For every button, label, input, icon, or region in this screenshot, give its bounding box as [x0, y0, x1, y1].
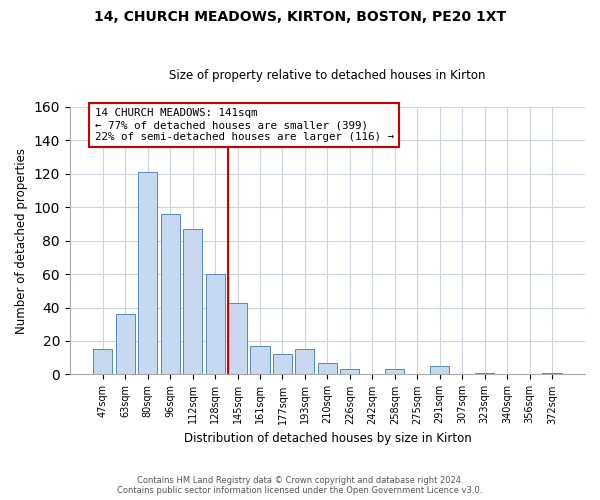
Y-axis label: Number of detached properties: Number of detached properties [15, 148, 28, 334]
Bar [475, 373, 494, 374]
Text: 14 CHURCH MEADOWS: 141sqm
← 77% of detached houses are smaller (399)
22% of semi: 14 CHURCH MEADOWS: 141sqm ← 77% of detac… [95, 108, 394, 142]
Bar [250, 346, 269, 374]
Text: Contains HM Land Registry data © Crown copyright and database right 2024.
Contai: Contains HM Land Registry data © Crown c… [118, 476, 482, 495]
Bar [183, 229, 202, 374]
Bar [273, 354, 292, 374]
X-axis label: Distribution of detached houses by size in Kirton: Distribution of detached houses by size … [184, 432, 471, 445]
Bar [138, 172, 157, 374]
Title: Size of property relative to detached houses in Kirton: Size of property relative to detached ho… [169, 69, 485, 82]
Bar [161, 214, 179, 374]
Bar [542, 373, 562, 374]
Bar [430, 366, 449, 374]
Bar [228, 302, 247, 374]
Bar [340, 370, 359, 374]
Bar [318, 362, 337, 374]
Text: 14, CHURCH MEADOWS, KIRTON, BOSTON, PE20 1XT: 14, CHURCH MEADOWS, KIRTON, BOSTON, PE20… [94, 10, 506, 24]
Bar [295, 350, 314, 374]
Bar [385, 370, 404, 374]
Bar [93, 350, 112, 374]
Bar [206, 274, 224, 374]
Bar [116, 314, 135, 374]
